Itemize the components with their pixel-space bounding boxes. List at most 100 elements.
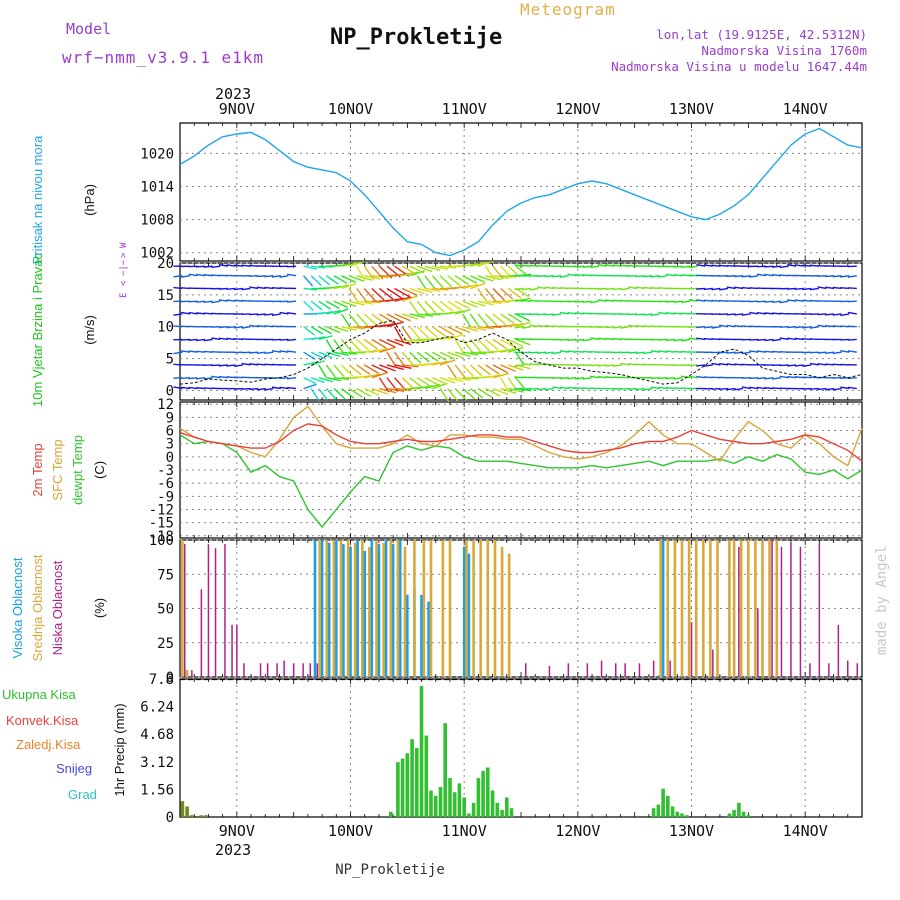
wind-arrow xyxy=(218,326,228,329)
wind-arrow xyxy=(514,326,524,329)
wind-arrow xyxy=(439,359,456,366)
wind-arrow xyxy=(809,338,819,341)
wind-arrow xyxy=(787,263,797,267)
wind-arrow xyxy=(544,313,554,316)
precip-bar xyxy=(429,790,433,817)
wind-arrow xyxy=(688,375,698,379)
wind-arrow xyxy=(226,287,236,290)
wind-arrow xyxy=(749,311,759,315)
bottom-day-label: 10NOV xyxy=(328,822,373,840)
wind-arrow xyxy=(559,311,569,315)
wind-arrow xyxy=(218,337,228,341)
wind-arrow xyxy=(409,377,423,388)
wind-arrow xyxy=(574,300,585,303)
wind-arrow xyxy=(552,386,562,390)
wind-arrow xyxy=(318,364,327,378)
y-tick-label: 4.68 xyxy=(140,727,174,743)
wind-arrow xyxy=(643,325,653,328)
wind-arrow xyxy=(256,363,266,366)
wind-arrow xyxy=(439,335,456,341)
wind-arrow xyxy=(500,338,516,348)
wind-arrow xyxy=(605,364,615,367)
wind-arrow xyxy=(188,338,198,341)
wind-arrow xyxy=(477,275,494,282)
cloud-bar xyxy=(429,540,433,677)
wind-arrow xyxy=(417,265,433,273)
wind-arrow xyxy=(650,287,660,290)
wind-arrow xyxy=(173,313,183,316)
wind-arrow xyxy=(529,287,539,291)
compass-glyph: < xyxy=(119,280,129,286)
precip-bar xyxy=(727,813,732,817)
wind-arrow xyxy=(771,387,782,390)
wind-arrow xyxy=(348,326,365,330)
wind-arrow xyxy=(333,351,349,357)
wind-arrow xyxy=(394,296,412,302)
pressure-line xyxy=(179,127,863,257)
precip-bar xyxy=(396,762,400,817)
precip-bar xyxy=(199,815,204,817)
wind-arrow xyxy=(325,364,336,378)
wind-arrow xyxy=(718,264,729,267)
wind-arrow xyxy=(840,275,850,278)
wind-arrow xyxy=(341,387,355,399)
wind-arrow xyxy=(226,299,236,302)
wind-arrow xyxy=(196,300,206,303)
wind-arrow xyxy=(303,300,315,312)
wind-arrow xyxy=(287,377,297,380)
wind-arrow xyxy=(226,376,236,379)
wind-arrow xyxy=(447,377,464,383)
wind-arrow xyxy=(665,350,676,353)
wind-arrow xyxy=(772,377,782,380)
wind-arrow xyxy=(264,286,274,290)
wind-arrow xyxy=(537,351,547,354)
wind-arrow xyxy=(371,338,387,349)
wind-arrow xyxy=(628,363,638,366)
wind-label-line1: 10m Vjetar Brzina i Pravac xyxy=(30,253,45,407)
high-cloud-legend: Visoka Oblacnost xyxy=(10,557,25,658)
wind-arrow xyxy=(303,275,314,287)
wind-arrow xyxy=(787,337,797,341)
wind-arrow xyxy=(256,313,266,316)
precip-bar xyxy=(651,808,656,817)
wind-arrow xyxy=(424,265,441,271)
wind-arrow xyxy=(256,275,266,278)
wind-arrow xyxy=(469,364,483,377)
cloud-bar xyxy=(184,544,186,677)
wind-arrow xyxy=(470,282,486,290)
plot-area: 100210081014102005101520-18-15-12-9-6-30… xyxy=(140,122,863,826)
cloud-bar xyxy=(396,540,400,677)
wind-arrow xyxy=(825,351,835,355)
wind-arrow xyxy=(363,265,375,280)
wind-arrow xyxy=(681,274,691,277)
wind-arrow xyxy=(635,324,645,328)
wind-arrow xyxy=(500,287,514,300)
wind-arrow xyxy=(726,351,736,354)
cloud-bar xyxy=(847,660,849,677)
model-altitude-info: Nadmorska Visina u modelu 1647.44m xyxy=(611,59,867,74)
wind-arrow xyxy=(401,338,419,344)
bottom-day-label: 11NOV xyxy=(442,822,487,840)
cloud-bar xyxy=(615,663,617,677)
wind-arrow xyxy=(264,363,274,366)
temp2m-legend: 2m Temp xyxy=(30,443,45,496)
precip-bar xyxy=(405,753,410,817)
wind-arrow xyxy=(401,271,419,277)
wind-arrow xyxy=(203,387,213,390)
wind-arrow xyxy=(559,287,569,290)
wind-arrow xyxy=(477,326,494,330)
wind-arrow xyxy=(628,264,638,267)
wind-arrow xyxy=(180,377,191,380)
wind-arrow xyxy=(378,287,394,300)
wind-arrow xyxy=(597,299,607,302)
wind-arrow xyxy=(196,350,206,353)
panel-precipitation: 0 1.56 3.12 4.68 6.24 7.8 xyxy=(140,672,863,826)
wind-arrow xyxy=(173,363,183,366)
y-tick-label: 1014 xyxy=(140,179,174,195)
wind-arrow xyxy=(802,364,812,368)
wind-arrow xyxy=(218,375,228,379)
wind-arrow xyxy=(756,300,766,303)
wind-arrow xyxy=(688,364,698,367)
wind-arrow xyxy=(341,351,357,355)
wind-arrow xyxy=(832,351,842,355)
